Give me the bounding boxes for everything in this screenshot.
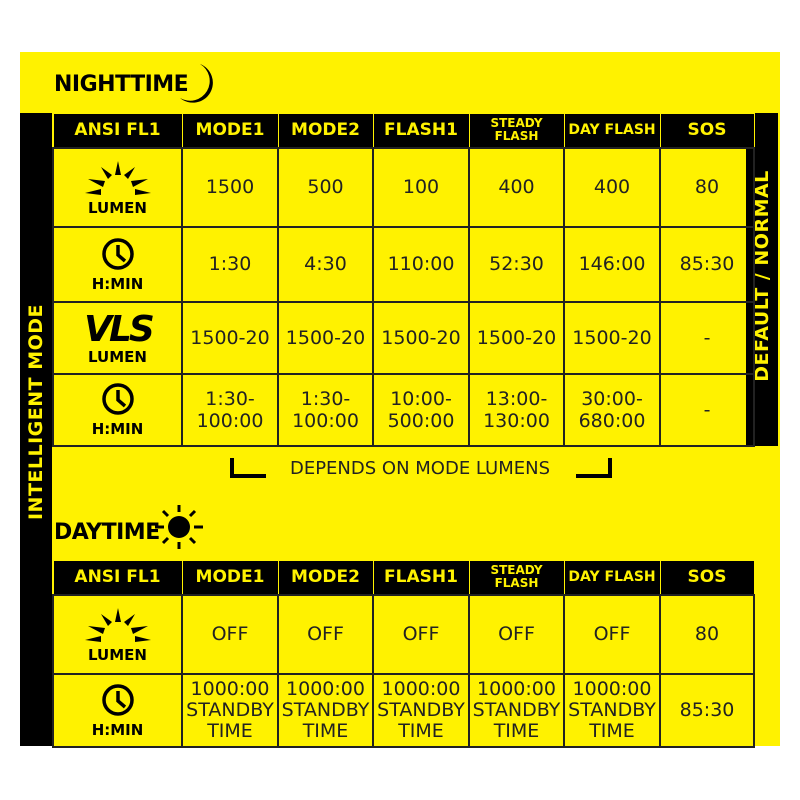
- value-cell: 1500: [181, 146, 279, 228]
- table-row: LUMEN OFF OFF OFF OFF OFF 80: [52, 593, 755, 675]
- note-text: DEPENDS ON MODE LUMENS: [289, 458, 551, 479]
- column-header: MODE2: [277, 560, 374, 595]
- sun-icon: [155, 505, 203, 549]
- value-cell: 1500-20: [372, 300, 470, 375]
- value-cell: 110:00: [372, 225, 470, 303]
- column-header: MODE1: [181, 113, 279, 148]
- value-cell: 1500-20: [563, 300, 661, 375]
- value-cell: 400: [468, 146, 565, 228]
- row-label-cell: VLS LUMEN: [52, 300, 183, 375]
- value-cell: 1:30- 100:00: [277, 372, 374, 447]
- table-row: VLS LUMEN 1500-20 1500-20 1500-20 1500-20 1500…: [52, 300, 755, 375]
- value-cell: OFF: [181, 593, 279, 675]
- value-cell: OFF: [372, 593, 470, 675]
- row-label-cell: LUMEN: [52, 593, 183, 675]
- clock-icon: [101, 683, 135, 722]
- header-row: ANSI FL1 MODE1 MODE2 FLASH1 STEADY FLASH DAY …: [52, 113, 755, 148]
- value-cell: 146:00: [563, 225, 661, 303]
- nighttime-title: NIGHTTIME: [54, 72, 189, 97]
- value-cell: 400: [563, 146, 661, 228]
- row-unit-label: H:MIN: [91, 420, 144, 438]
- value-cell: 1:30: [181, 225, 279, 303]
- value-cell: OFF: [468, 593, 565, 675]
- column-header: MODE1: [181, 560, 279, 595]
- column-header: ANSI FL1: [52, 560, 183, 595]
- row-unit-label: LUMEN: [88, 645, 147, 664]
- value-cell: 1000:00 STANDBY TIME: [277, 672, 374, 748]
- value-cell: 1:30- 100:00: [181, 372, 279, 447]
- value-cell: 1000:00 STANDBY TIME: [372, 672, 470, 748]
- value-cell: OFF: [563, 593, 661, 675]
- value-cell: 10:00- 500:00: [372, 372, 470, 447]
- table-row: H:MIN 1000:00 STANDBY TIME 1000:00 STANDBY…: [52, 672, 755, 748]
- column-header: DAY FLASH: [563, 560, 661, 595]
- column-header: MODE2: [277, 113, 374, 148]
- value-cell: 100: [372, 146, 470, 228]
- row-label-cell: H:MIN: [52, 372, 183, 447]
- value-cell: 1000:00 STANDBY TIME: [563, 672, 661, 748]
- value-cell: 1500-20: [468, 300, 565, 375]
- value-cell: -: [659, 300, 755, 375]
- table-row: LUMEN 1500 500 100 400 400 80: [52, 146, 755, 228]
- daytime-title: DAYTIME: [54, 520, 160, 545]
- column-header: ANSI FL1: [52, 113, 183, 148]
- value-cell: 1000:00 STANDBY TIME: [181, 672, 279, 748]
- column-header: STEADY FLASH: [468, 113, 565, 148]
- row-label-cell: H:MIN: [52, 672, 183, 748]
- intelligent-mode-bar: [20, 113, 52, 746]
- svg-text:VLS: VLS: [84, 310, 153, 344]
- table-row: H:MIN 1:30 4:30 110:00 52:30 146:00 85:30: [52, 225, 755, 303]
- sun-rays-icon: [83, 607, 153, 647]
- value-cell: 4:30: [277, 225, 374, 303]
- column-header: FLASH1: [372, 560, 470, 595]
- value-cell: 80: [659, 593, 755, 675]
- value-cell: 52:30: [468, 225, 565, 303]
- value-cell: OFF: [277, 593, 374, 675]
- value-cell: 85:30: [659, 672, 755, 748]
- value-cell: 80: [659, 146, 755, 228]
- vls-logo-icon: VLS: [73, 309, 163, 350]
- moon-icon: [180, 64, 213, 103]
- value-cell: 500: [277, 146, 374, 228]
- value-cell: 1500-20: [181, 300, 279, 375]
- value-cell: 85:30: [659, 225, 755, 303]
- column-header: SOS: [659, 113, 755, 148]
- value-cell: 30:00- 680:00: [563, 372, 661, 447]
- value-cell: 1500-20: [277, 300, 374, 375]
- clock-icon: [101, 383, 135, 421]
- column-header: DAY FLASH: [563, 113, 661, 148]
- sun-rays-icon: [83, 160, 153, 200]
- row-unit-label: H:MIN: [91, 720, 144, 739]
- row-label-cell: H:MIN: [52, 225, 183, 303]
- clock-icon: [101, 237, 135, 276]
- column-header: FLASH1: [372, 113, 470, 148]
- header-row: ANSI FL1 MODE1 MODE2 FLASH1 STEADY FLASH DAY …: [52, 560, 755, 595]
- bracket-right: [576, 458, 612, 478]
- table-row: H:MIN 1:30- 100:00 1:30- 100:00 10:00- 500:…: [52, 372, 755, 447]
- row-unit-label: LUMEN: [88, 348, 147, 366]
- daytime-table: ANSI FL1 MODE1 MODE2 FLASH1 STEADY FLASH DAY …: [52, 560, 755, 748]
- value-cell: 1000:00 STANDBY TIME: [468, 672, 565, 748]
- row-unit-label: H:MIN: [91, 274, 144, 293]
- value-cell: 13:00- 130:00: [468, 372, 565, 447]
- nighttime-table: ANSI FL1 MODE1 MODE2 FLASH1 STEADY FLASH DAY …: [52, 113, 755, 447]
- intelligent-mode-label: INTELLIGENT MODE: [25, 303, 47, 521]
- value-cell: -: [659, 372, 755, 447]
- row-unit-label: LUMEN: [88, 198, 147, 217]
- bracket-left: [230, 458, 266, 478]
- row-label-cell: LUMEN: [52, 146, 183, 228]
- column-header: SOS: [659, 560, 755, 595]
- column-header: STEADY FLASH: [468, 560, 565, 595]
